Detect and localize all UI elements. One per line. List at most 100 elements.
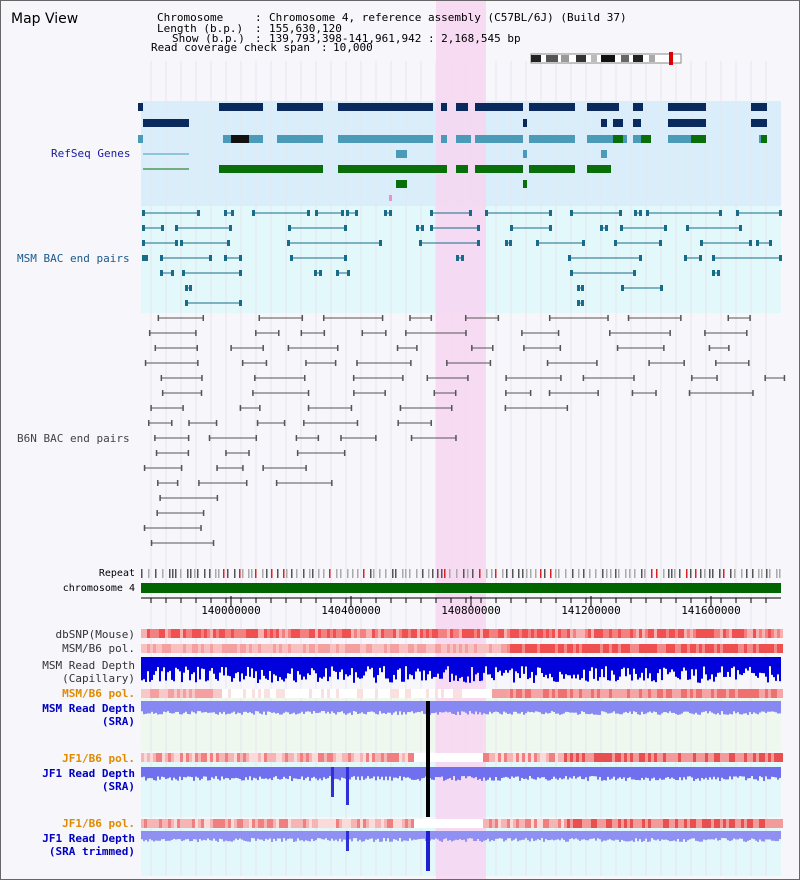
- jf1-depth-trim-bar: [745, 831, 747, 842]
- page-title: Map View: [11, 11, 79, 27]
- dbsnp-strip: [525, 629, 528, 638]
- jf1-depth-trim-bar: [431, 831, 433, 840]
- msm-depth-sra-bar: [207, 701, 209, 713]
- dbsnp-strip: [384, 629, 387, 638]
- msm-depth-cap-bar: [579, 657, 581, 680]
- msm-b6-pol-strip-2: [240, 689, 243, 698]
- track-label-msm-depth-sra-1[interactable]: MSM Read Depth: [42, 702, 135, 715]
- jf1-b6-pol-strip-2: [396, 819, 399, 828]
- jf1-b6-pol-strip: [300, 753, 303, 762]
- jf1-b6-pol-strip-2: [198, 819, 201, 828]
- track-label-msm-depth-cap-1[interactable]: MSM Read Depth: [42, 659, 135, 672]
- msm-depth-cap-bar: [331, 657, 333, 667]
- msm-depth-cap-bar: [417, 657, 419, 669]
- bac-end: [619, 210, 622, 216]
- jf1-b6-pol-strip-2: [693, 819, 696, 828]
- msm-depth-cap-bar: [289, 657, 291, 674]
- msm-b6-pol-strip-2: [522, 689, 525, 698]
- msm-depth-sra-bar: [387, 701, 389, 713]
- msm-depth-sra-bar: [533, 701, 535, 713]
- jf1-depth-sra-bar: [263, 767, 265, 779]
- msm-b6-pol-strip: [564, 644, 567, 653]
- track-label-b6n-bac[interactable]: B6N BAC end pairs: [17, 432, 130, 445]
- jf1-depth-trim-bar: [325, 831, 327, 839]
- track-label-jf1-b6-pol-2[interactable]: JF1/B6 pol.: [62, 817, 135, 830]
- dbsnp-strip: [591, 629, 594, 638]
- jf1-b6-pol-strip: [471, 753, 474, 762]
- jf1-depth-sra-bar: [303, 767, 305, 781]
- jf1-depth-trim-bar: [399, 831, 401, 839]
- jf1-b6-pol-strip-2: [195, 819, 198, 828]
- jf1-depth-sra-bar: [245, 767, 247, 778]
- msm-b6-pol-strip: [483, 644, 486, 653]
- jf1-b6-pol-strip-2: [447, 819, 450, 828]
- repeat-mark: [674, 569, 676, 578]
- bac-end: [712, 270, 715, 276]
- msm-depth-cap-bar: [439, 657, 441, 679]
- msm-b6-pol-strip-2: [252, 689, 255, 698]
- jf1-b6-pol-strip-2: [501, 819, 504, 828]
- jf1-b6-pol-strip: [543, 753, 546, 762]
- jf1-depth-trim-bar: [491, 831, 493, 841]
- jf1-depth-trim-bar: [507, 831, 509, 839]
- jf1-depth-trim-bar: [755, 831, 757, 841]
- jf1-depth-sra-bar: [681, 767, 683, 781]
- track-label-refseq[interactable]: RefSeq Genes: [51, 147, 131, 160]
- bac-end: [175, 225, 178, 231]
- jf1-depth-sra-bar: [551, 767, 553, 780]
- track-label-jf1-b6-pol-1[interactable]: JF1/B6 pol.: [62, 752, 135, 765]
- bac-end: [605, 225, 608, 231]
- track-label-msm-b6-pol-2[interactable]: MSM/B6 pol.: [62, 687, 135, 700]
- jf1-b6-pol-strip: [276, 753, 279, 762]
- msm-depth-cap-bar: [585, 657, 587, 681]
- jf1-depth-trim-bar: [193, 831, 195, 840]
- jf1-b6-pol-strip-2: [243, 819, 246, 828]
- jf1-depth-trim-bar: [715, 831, 717, 839]
- gene-block: [529, 165, 575, 173]
- track-label-msm-b6-pol-1[interactable]: MSM/B6 pol.: [62, 642, 135, 655]
- jf1-depth-trim-bar: [501, 831, 503, 839]
- jf1-depth-trim-bar: [691, 831, 693, 839]
- dbsnp-strip: [222, 629, 225, 638]
- msm-depth-cap-bar: [717, 657, 719, 673]
- track-label-msm-bac[interactable]: MSM BAC end pairs: [17, 252, 130, 265]
- jf1-b6-pol-strip-2: [417, 819, 420, 828]
- bac-end: [157, 315, 160, 321]
- jf1-b6-pol-strip-2: [414, 819, 417, 828]
- dbsnp-strip: [279, 629, 282, 638]
- msm-depth-cap-bar: [779, 657, 781, 682]
- msm-b6-pol-strip-2: [741, 689, 744, 698]
- bac-end: [143, 465, 146, 471]
- dbsnp-strip: [492, 629, 495, 638]
- msm-depth-cap-bar: [253, 657, 255, 678]
- msm-b6-pol-strip-2: [696, 689, 699, 698]
- track-label-dbsnp[interactable]: dbSNP(Mouse): [55, 628, 135, 641]
- jf1-depth-sra-bar: [553, 767, 555, 777]
- jf1-b6-pol-strip-2: [210, 819, 213, 828]
- msm-b6-pol-strip: [369, 644, 372, 653]
- track-label-repeat[interactable]: Repeat: [98, 568, 135, 579]
- bac-end: [659, 240, 662, 246]
- msm-depth-cap-bar: [549, 657, 551, 674]
- msm-depth-cap-bar: [327, 657, 329, 682]
- msm-depth-cap-bar: [489, 657, 491, 675]
- dbsnp-strip: [396, 629, 399, 638]
- msm-depth-cap-bar: [297, 657, 299, 672]
- jf1-depth-trim-bar: [247, 831, 249, 842]
- jf1-b6-pol-strip: [198, 753, 201, 762]
- bac-end: [200, 390, 203, 396]
- track-label-jf1-depth-sra-1[interactable]: JF1 Read Depth: [42, 767, 135, 780]
- msm-depth-sra-bar: [691, 701, 693, 714]
- dbsnp-strip: [249, 629, 252, 638]
- jf1-b6-pol-strip: [573, 753, 576, 762]
- track-label-chromosome[interactable]: chromosome 4: [62, 583, 135, 594]
- jf1-depth-trim-bar: [283, 831, 285, 839]
- msm-depth-cap-bar: [693, 657, 695, 676]
- track-label-jf1-depth-trim-1[interactable]: JF1 Read Depth: [42, 832, 135, 845]
- jf1-depth-trim-bar: [297, 831, 299, 839]
- jf1-b6-pol-strip-2: [777, 819, 780, 828]
- msm-b6-pol-strip-2: [723, 689, 726, 698]
- msm-depth-sra-bar: [291, 701, 293, 714]
- msm-depth-sra-bar: [755, 701, 757, 714]
